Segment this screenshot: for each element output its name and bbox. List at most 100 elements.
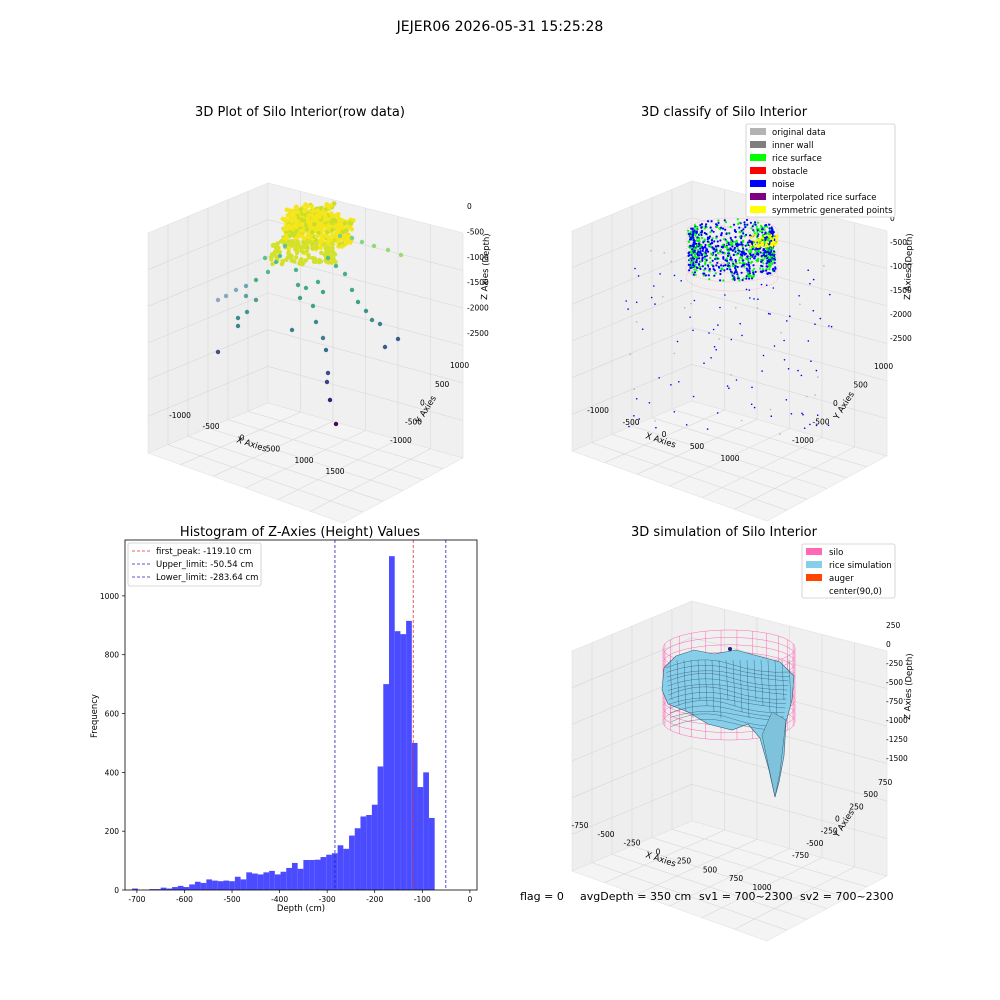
classify-data-point — [771, 228, 774, 231]
raw-data-point — [235, 315, 241, 321]
histogram-frame — [124, 539, 478, 891]
classify-data-point — [692, 259, 695, 262]
classify-data-point — [691, 233, 694, 237]
classify-data-point — [716, 244, 720, 247]
classify-noise-point — [629, 353, 632, 356]
rice-surface-mesh — [669, 705, 785, 718]
classify-legend-label: interpolated rice surface — [772, 193, 877, 203]
histogram-legend-label: Lower_limit: -283.64 cm — [156, 573, 258, 583]
classify-data-point — [719, 279, 722, 282]
classify-data-point — [772, 259, 775, 262]
classify-data-point — [703, 245, 707, 249]
classify-data-point — [711, 259, 714, 262]
simulation-x-tick: -250 — [623, 839, 640, 848]
raw-z-axis-label: Z Axies (Depth) — [480, 233, 492, 300]
sv2-status: sv2 = 700~2300 — [800, 890, 894, 903]
classify-data-point — [695, 269, 698, 272]
simulation-y-tick: 750 — [878, 778, 893, 787]
classify-data-point — [764, 238, 767, 241]
classify-data-point — [727, 250, 730, 253]
raw-data-point — [334, 224, 340, 229]
grid-line — [734, 866, 855, 930]
raw-data-point — [304, 248, 310, 253]
raw-x-tick: 1000 — [294, 456, 313, 465]
classify-data-point — [720, 264, 723, 267]
classify-data-point — [692, 273, 696, 276]
classify-data-point — [695, 228, 698, 231]
classify-data-point — [687, 263, 691, 266]
classify-data-point — [703, 257, 707, 261]
classify-data-point — [691, 252, 694, 255]
classify-data-point — [734, 269, 738, 272]
classify-data-point — [759, 270, 763, 273]
histogram-bar — [200, 882, 207, 890]
classify-data-point — [762, 258, 765, 261]
classify-noise-point — [797, 369, 799, 372]
classify-data-point — [695, 231, 698, 234]
classify-noise-point — [812, 278, 815, 281]
classify-x-tick: -500 — [622, 418, 639, 427]
classify-data-point — [760, 245, 763, 248]
classify-data-point — [740, 241, 743, 244]
classify-data-point — [754, 252, 757, 255]
classify-data-point — [689, 250, 693, 253]
raw-data-point — [333, 219, 338, 224]
classify-noise-point — [786, 320, 788, 322]
classify-data-point — [688, 251, 691, 254]
flag-status: flag = 0 — [520, 890, 564, 903]
classify-noise-point — [767, 312, 770, 315]
raw-data-point — [325, 229, 330, 235]
raw-data-point — [320, 289, 326, 295]
classify-data-point — [714, 250, 717, 253]
classify-legend-swatch — [750, 206, 766, 213]
classify-data-point — [738, 221, 741, 224]
classify-data-point — [744, 252, 748, 255]
classify-data-point — [693, 268, 696, 271]
classify-noise-point — [785, 399, 788, 401]
histogram-bar — [291, 862, 298, 890]
classify-data-point — [708, 235, 712, 238]
figure-title: JEJER06 2026-05-31 15:25:28 — [396, 19, 604, 35]
classify-data-point — [748, 270, 751, 273]
raw-data-point — [349, 226, 355, 232]
raw-data-point — [382, 344, 388, 350]
raw-data-point — [314, 242, 319, 247]
classify-data-point — [702, 252, 706, 255]
classify-data-point — [746, 241, 750, 244]
raw-data-point — [277, 253, 283, 259]
classify-data-point — [710, 239, 714, 242]
classify-data-point — [768, 241, 771, 245]
raw-data-point — [337, 233, 343, 239]
simulation-z-tick: -750 — [886, 697, 903, 706]
classify-data-point — [705, 259, 708, 262]
raw-data-point — [311, 209, 316, 214]
simulation-z-tick: 0 — [886, 640, 891, 649]
histogram-bar — [263, 872, 270, 890]
histogram-bar — [149, 889, 155, 890]
classify-noise-point — [635, 398, 638, 400]
classify-noise-point — [670, 260, 673, 263]
raw-data-point — [325, 370, 331, 376]
raw-data-point — [243, 283, 249, 289]
classify-noise-point — [789, 315, 791, 318]
classify-noise-point — [765, 284, 768, 287]
classify-data-point — [744, 244, 747, 247]
classify-data-point — [715, 255, 718, 258]
classify-data-point — [750, 277, 754, 280]
raw-data-point — [328, 203, 334, 208]
classify-data-point — [689, 234, 692, 237]
classify-data-point — [763, 228, 766, 231]
raw-data-point — [235, 323, 241, 329]
histogram-bar — [269, 870, 275, 890]
classify-noise-point — [637, 275, 640, 277]
classify-data-point — [707, 244, 711, 247]
raw-data-point — [310, 230, 315, 235]
raw-data-point — [314, 234, 320, 239]
classify-data-point — [699, 252, 703, 255]
classify-noise-point — [678, 381, 680, 383]
classify-data-point — [699, 245, 702, 248]
classify-data-point — [740, 237, 743, 240]
classify-data-point — [742, 239, 745, 242]
classify-data-point — [694, 261, 698, 264]
classify-noise-point — [718, 338, 720, 340]
